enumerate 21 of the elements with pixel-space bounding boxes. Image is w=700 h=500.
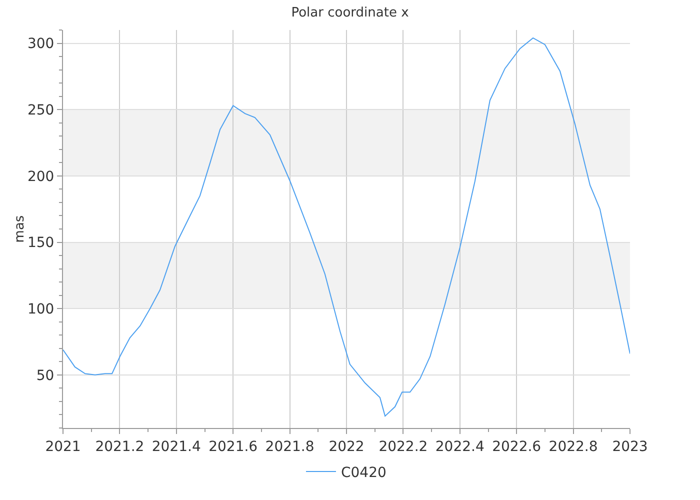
- y-axis-title: mas: [12, 215, 28, 243]
- legend-label: C0420: [341, 464, 386, 481]
- y-tick-label: 300: [27, 36, 54, 52]
- x-tick-label: 2021.6: [208, 438, 258, 455]
- x-tick-label: 2022.2: [378, 438, 428, 455]
- y-tick-label: 50: [36, 368, 54, 384]
- chart-title: Polar coordinate x: [291, 6, 410, 21]
- x-tick-label: 2021.4: [152, 438, 201, 455]
- x-tick-label: 2021: [45, 438, 81, 455]
- x-tick-label: 2022.6: [492, 438, 542, 455]
- y-tick-label: 250: [27, 102, 54, 118]
- y-tick-label: 100: [27, 302, 54, 318]
- x-tick-label: 2022: [328, 438, 364, 455]
- y-tick-label: 200: [27, 168, 54, 185]
- line-series: [63, 37, 630, 417]
- y-tick-label: 150: [27, 235, 54, 252]
- x-tick-label: 2022.8: [548, 438, 598, 455]
- x-tick-label: 2021.2: [95, 438, 144, 455]
- x-tick-label: 2023: [612, 438, 648, 455]
- x-tick-label: 2022.4: [435, 438, 484, 455]
- x-tick-label: 2021.8: [265, 438, 314, 455]
